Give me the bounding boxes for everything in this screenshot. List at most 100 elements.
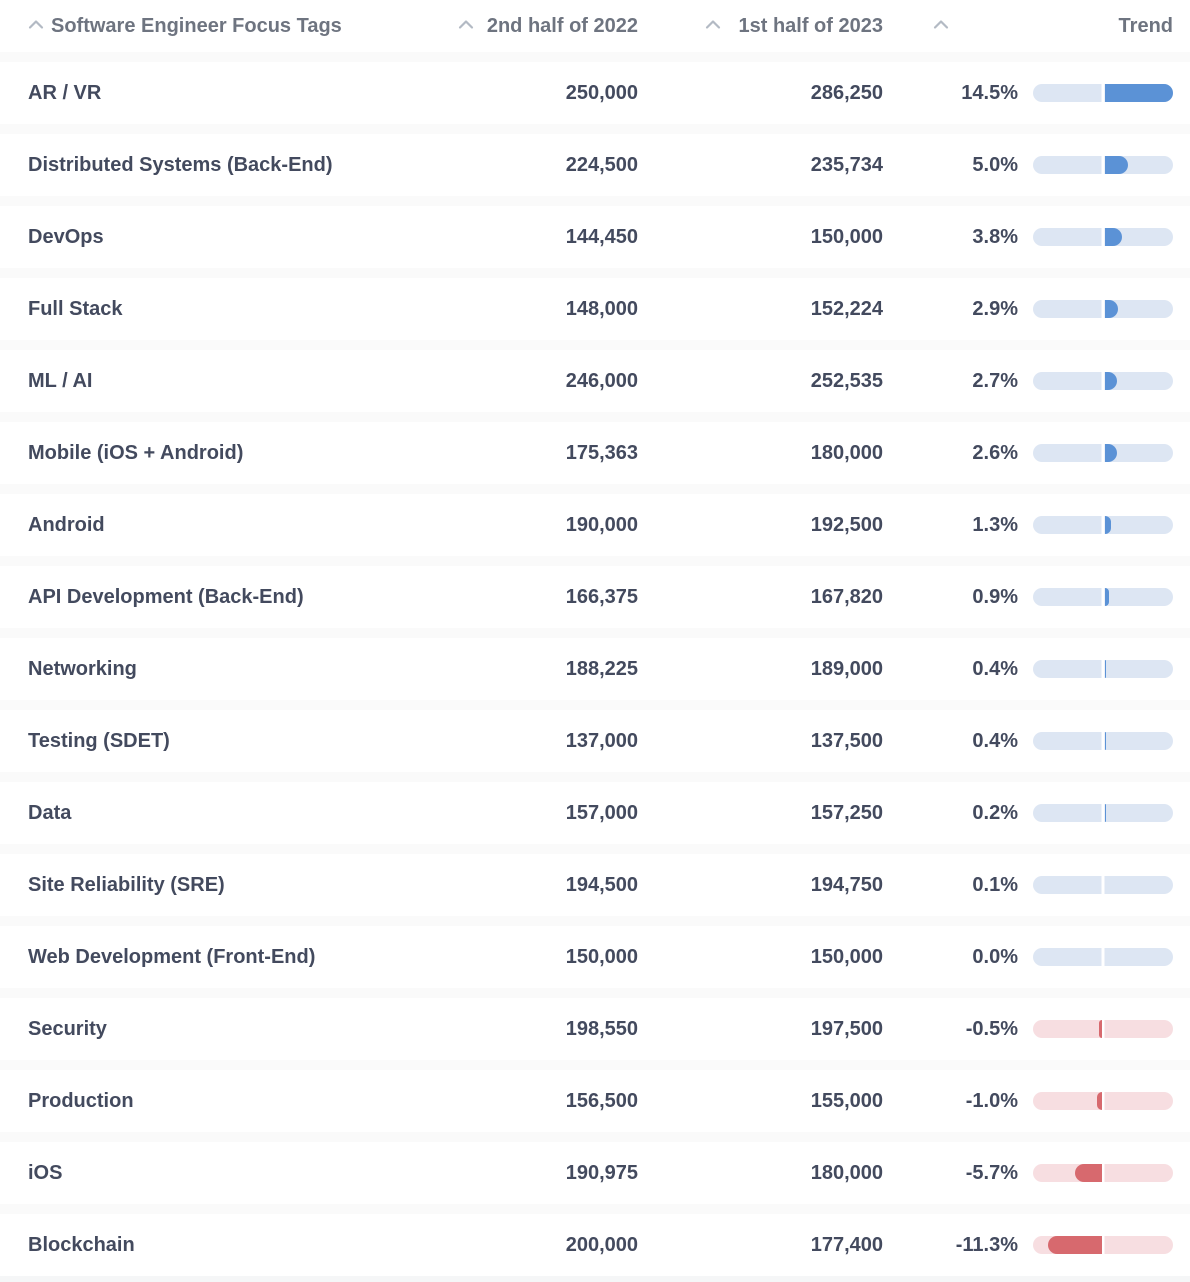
trend-bar-divider	[1101, 948, 1105, 966]
table-row[interactable]: Networking 188,225 189,000 0.4%	[0, 628, 1190, 700]
trend-percent: 0.4%	[972, 729, 1018, 752]
table-bottom-divider	[0, 1276, 1190, 1282]
table-row[interactable]: DevOps 144,450 150,000 3.8%	[0, 196, 1190, 268]
table-row[interactable]: Full Stack 148,000 152,224 2.9%	[0, 268, 1190, 340]
trend-bar	[1033, 1020, 1173, 1038]
trend-percent: 0.9%	[972, 585, 1018, 608]
focus-tag-label: API Development (Back-End)	[28, 585, 304, 608]
salary-2nd-half-2022: 190,000	[565, 513, 638, 536]
trend-bar-divider	[1101, 660, 1105, 678]
trend-bar	[1033, 516, 1173, 534]
salary-1st-half-2023: 252,535	[810, 369, 883, 392]
trend-bar	[1033, 948, 1173, 966]
trend-bar	[1033, 444, 1173, 462]
focus-tag-label: Site Reliability (SRE)	[28, 873, 225, 896]
salary-1st-half-2023: 150,000	[810, 225, 883, 248]
trend-bar	[1033, 84, 1173, 102]
table-row[interactable]: Data 157,000 157,250 0.2%	[0, 772, 1190, 844]
column-header-label: Software Engineer Focus Tags	[51, 14, 342, 37]
salary-1st-half-2023: 189,000	[810, 657, 883, 680]
trend-bar	[1033, 156, 1173, 174]
table-row[interactable]: Security 198,550 197,500 -0.5%	[0, 988, 1190, 1060]
trend-bar-divider	[1101, 1020, 1105, 1038]
focus-tag-label: ML / AI	[28, 369, 93, 392]
trend-bar-divider	[1101, 156, 1105, 174]
trend-bar-fill	[1104, 732, 1107, 750]
table-row[interactable]: API Development (Back-End) 166,375 167,8…	[0, 556, 1190, 628]
trend-percent: 0.0%	[972, 945, 1018, 968]
trend-bar-fill	[1104, 156, 1129, 174]
salary-1st-half-2023: 235,734	[810, 153, 883, 176]
salary-2nd-half-2022: 188,225	[565, 657, 638, 680]
column-header-focus-tags[interactable]: Software Engineer Focus Tags	[28, 15, 438, 38]
trend-bar-fill	[1096, 1092, 1102, 1110]
trend-bar	[1033, 300, 1173, 318]
table-header: Software Engineer Focus Tags 2nd half of…	[0, 0, 1190, 52]
focus-tag-label: Mobile (iOS + Android)	[28, 441, 244, 464]
chevron-up-icon	[28, 19, 44, 29]
column-header-label: 2nd half of 2022	[486, 14, 638, 37]
table-row[interactable]: Mobile (iOS + Android) 175,363 180,000 2…	[0, 412, 1190, 484]
column-header-trend[interactable]: Trend	[883, 15, 1173, 38]
salary-2nd-half-2022: 150,000	[565, 945, 638, 968]
trend-percent: 2.7%	[972, 369, 1018, 392]
trend-percent: -1.0%	[965, 1089, 1018, 1112]
salary-1st-half-2023: 192,500	[810, 513, 883, 536]
trend-bar	[1033, 660, 1173, 678]
table-row[interactable]: Testing (SDET) 137,000 137,500 0.4%	[0, 700, 1190, 772]
trend-bar-fill	[1104, 444, 1117, 462]
focus-tag-label: Testing (SDET)	[28, 729, 170, 752]
trend-bar	[1033, 732, 1173, 750]
salary-2nd-half-2022: 144,450	[565, 225, 638, 248]
column-header-2nd-half-2022[interactable]: 2nd half of 2022	[438, 15, 638, 38]
focus-tag-label: Security	[28, 1017, 107, 1040]
focus-tag-label: Data	[28, 801, 72, 824]
trend-bar-fill	[1099, 1020, 1102, 1038]
table-row[interactable]: Blockchain 200,000 177,400 -11.3%	[0, 1204, 1190, 1276]
table-row[interactable]: Site Reliability (SRE) 194,500 194,750 0…	[0, 844, 1190, 916]
salary-1st-half-2023: 180,000	[810, 441, 883, 464]
salary-2nd-half-2022: 198,550	[565, 1017, 638, 1040]
table-row[interactable]: Distributed Systems (Back-End) 224,500 2…	[0, 124, 1190, 196]
salary-2nd-half-2022: 190,975	[565, 1161, 638, 1184]
salary-1st-half-2023: 177,400	[810, 1233, 883, 1256]
chevron-up-icon	[933, 19, 949, 29]
focus-tag-label: Networking	[28, 657, 137, 680]
trend-bar	[1033, 228, 1173, 246]
trend-bar-fill	[1104, 588, 1109, 606]
salary-1st-half-2023: 180,000	[810, 1161, 883, 1184]
trend-percent: 1.3%	[972, 513, 1018, 536]
trend-bar	[1033, 588, 1173, 606]
salary-2nd-half-2022: 246,000	[565, 369, 638, 392]
table-row[interactable]: Production 156,500 155,000 -1.0%	[0, 1060, 1190, 1132]
focus-tag-label: DevOps	[28, 225, 104, 248]
trend-percent: 2.9%	[972, 297, 1018, 320]
table-row[interactable]: AR / VR 250,000 286,250 14.5%	[0, 52, 1190, 124]
trend-bar-fill	[1104, 300, 1119, 318]
salary-1st-half-2023: 155,000	[810, 1089, 883, 1112]
trend-bar-fill	[1104, 84, 1173, 102]
column-header-1st-half-2023[interactable]: 1st half of 2023	[638, 15, 883, 38]
trend-bar-divider	[1101, 516, 1105, 534]
focus-tag-label: AR / VR	[28, 81, 102, 104]
chevron-up-icon	[706, 19, 721, 29]
table-row[interactable]: Android 190,000 192,500 1.3%	[0, 484, 1190, 556]
salary-1st-half-2023: 157,250	[810, 801, 883, 824]
trend-bar-divider	[1101, 228, 1105, 246]
trend-bar-divider	[1101, 84, 1105, 102]
focus-tag-label: iOS	[28, 1161, 63, 1184]
table-row[interactable]: iOS 190,975 180,000 -5.7%	[0, 1132, 1190, 1204]
trend-bar-fill	[1074, 1164, 1102, 1182]
table-row[interactable]: Web Development (Front-End) 150,000 150,…	[0, 916, 1190, 988]
trend-bar	[1033, 804, 1173, 822]
salary-2nd-half-2022: 166,375	[565, 585, 638, 608]
salary-1st-half-2023: 194,750	[810, 873, 883, 896]
trend-bar-fill	[1048, 1236, 1102, 1254]
trend-percent: -11.3%	[955, 1233, 1018, 1256]
table-row[interactable]: ML / AI 246,000 252,535 2.7%	[0, 340, 1190, 412]
focus-tag-label: Blockchain	[28, 1233, 135, 1256]
trend-bar	[1033, 1092, 1173, 1110]
table-body: AR / VR 250,000 286,250 14.5% Distribute…	[0, 52, 1190, 1276]
focus-tag-label: Full Stack	[28, 297, 123, 320]
trend-bar	[1033, 1164, 1173, 1182]
